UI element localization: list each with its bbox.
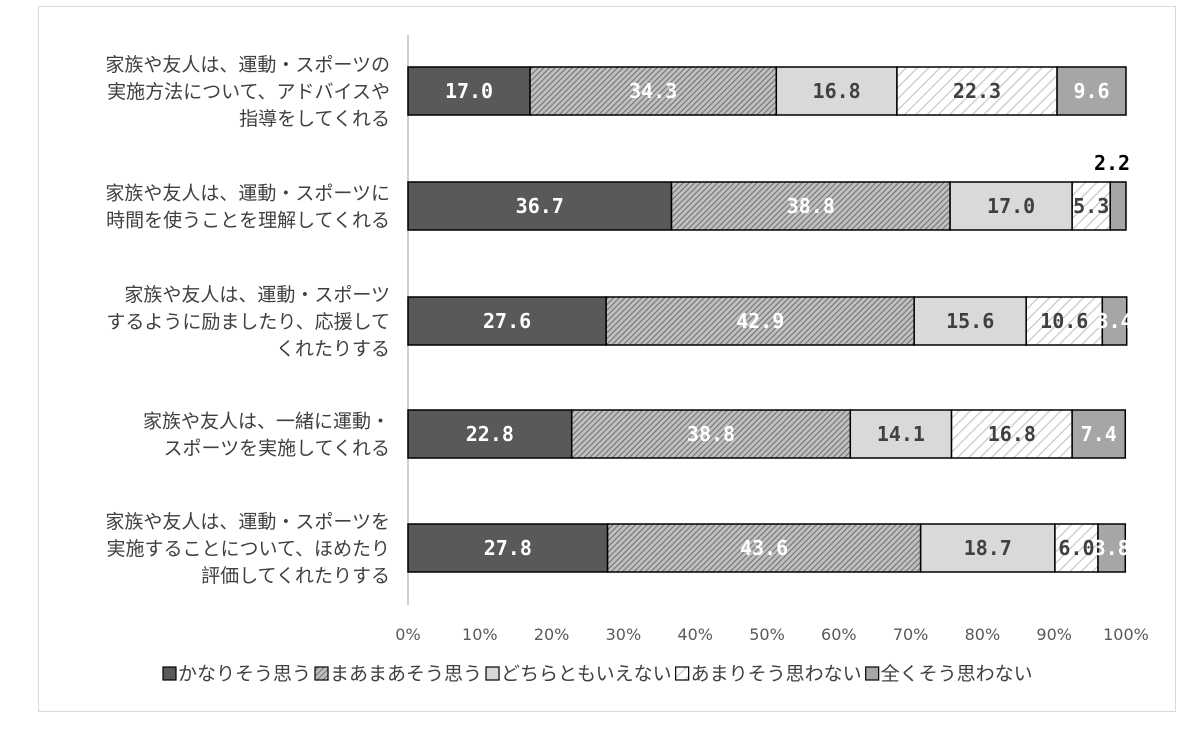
data-label: 14.1 (877, 422, 925, 446)
data-label: 7.4 (1081, 422, 1117, 446)
legend: かなりそう思う まあまあそう思う どちらともいえない あまりそう思わない 全くそう思わな… (162, 663, 1033, 685)
legend-label: かなりそう思う (178, 663, 311, 685)
axis-layer: 0% 10% 20% 30% 40% 50% 60% 70% 80% 90% 100% (395, 35, 1149, 644)
bar-segment (407, 181, 673, 231)
category-label: スポーツを実施してくれる (164, 438, 390, 460)
legend-entry: かなりそう思う (162, 663, 311, 685)
category-label: 家族や友人は、運動・スポーツ (124, 284, 390, 306)
data-label: 6.0 (1058, 536, 1094, 560)
x-tick-label: 0% (395, 625, 420, 644)
data-label: 10.6 (1040, 309, 1088, 333)
x-tick-label: 40% (677, 625, 713, 644)
category-label: するように励ましたり、応援して (106, 311, 390, 333)
bar-segment (919, 523, 1056, 573)
x-tick-label: 30% (606, 625, 642, 644)
data-label: 27.8 (484, 536, 532, 560)
legend-swatch (675, 666, 690, 681)
bar-segment (606, 523, 922, 573)
data-label: 43.6 (740, 536, 788, 560)
data-label: 15.6 (946, 309, 994, 333)
data-label: 17.0 (987, 194, 1035, 218)
data-label: 2.2 (1094, 151, 1130, 175)
category-label: 実施することについて、ほめたり (107, 538, 390, 560)
category-label: 家族や友人は、運動・スポーツの (105, 54, 390, 76)
category-label: 指導をしてくれる (239, 108, 390, 130)
bar-segment (1109, 181, 1127, 231)
legend-swatch (485, 666, 500, 681)
data-label: 27.6 (483, 309, 531, 333)
data-label: 17.0 (445, 79, 493, 103)
category-label: くれたりする (276, 338, 390, 360)
data-label: 42.9 (736, 309, 784, 333)
x-tick-label: 80% (965, 625, 1001, 644)
legend-swatch (865, 666, 880, 681)
data-label: 9.6 (1073, 79, 1109, 103)
bar-segment (1101, 296, 1128, 346)
data-label: 3.4 (1096, 309, 1132, 333)
legend-label: あまりそう思わない (691, 663, 862, 685)
legend-label: どちらともいえない (501, 663, 672, 685)
data-label: 22.3 (953, 79, 1001, 103)
bar-segment (407, 523, 609, 573)
bar-segment (407, 66, 531, 116)
bar-segment (849, 409, 953, 459)
category-label: 家族や友人は、運動・スポーツに (105, 183, 390, 205)
data-label: 36.7 (516, 194, 564, 218)
x-tick-label: 20% (534, 625, 570, 644)
category-label: 実施方法について、アドバイスや (107, 81, 390, 103)
bar-segment (913, 296, 1027, 346)
x-tick-label: 100% (1103, 625, 1149, 644)
category-label: 評価してくれたりする (201, 565, 390, 587)
data-label: 5.3 (1073, 194, 1109, 218)
bar-segment (950, 409, 1073, 459)
labels-layer: 家族や友人は、運動・スポーツの実施方法について、アドバイスや指導をしてくれる家族… (105, 54, 1132, 587)
bar-segment (1071, 409, 1127, 459)
data-label: 34.3 (629, 79, 677, 103)
legend-entry: あまりそう思わない (675, 663, 862, 685)
x-tick-label: 50% (749, 625, 785, 644)
data-label: 3.8 (1094, 536, 1130, 560)
category-label: 時間を使うことを理解してくれる (106, 210, 390, 232)
category-label: 家族や友人は、一緒に運動・ (143, 411, 390, 433)
legend-swatch (314, 666, 329, 681)
legend-swatch (162, 666, 177, 681)
bar-segment (570, 409, 852, 459)
x-tick-label: 10% (462, 625, 498, 644)
bar-segment (1025, 296, 1104, 346)
legend-entry: まあまあそう思う (314, 663, 482, 685)
data-label: 16.8 (813, 79, 861, 103)
data-label: 16.8 (988, 422, 1036, 446)
x-tick-label: 90% (1036, 625, 1072, 644)
chart-frame (38, 6, 1176, 712)
legend-label: まあまあそう思う (330, 663, 482, 685)
bar-segment (775, 66, 898, 116)
legend-entry: 全くそう思わない (865, 663, 1033, 685)
data-label: 38.8 (687, 422, 735, 446)
bar-segment (1097, 523, 1127, 573)
bars-layer (407, 66, 1128, 573)
bar-segment (1054, 523, 1099, 573)
bar-segment (896, 66, 1058, 116)
bar-segment (1071, 181, 1111, 231)
data-label: 18.7 (964, 536, 1012, 560)
category-label: 家族や友人は、運動・スポーツを (105, 511, 390, 533)
legend-label: 全くそう思わない (881, 663, 1033, 685)
bar-segment (529, 66, 778, 116)
x-tick-label: 70% (893, 625, 929, 644)
x-tick-label: 60% (821, 625, 857, 644)
bar-segment (407, 409, 573, 459)
bar-segment (407, 296, 607, 346)
bar-segment (670, 181, 951, 231)
data-label: 38.8 (787, 194, 835, 218)
legend-entry: どちらともいえない (485, 663, 672, 685)
data-label: 22.8 (466, 422, 514, 446)
bar-segment (605, 296, 915, 346)
bar-segment (1056, 66, 1127, 116)
